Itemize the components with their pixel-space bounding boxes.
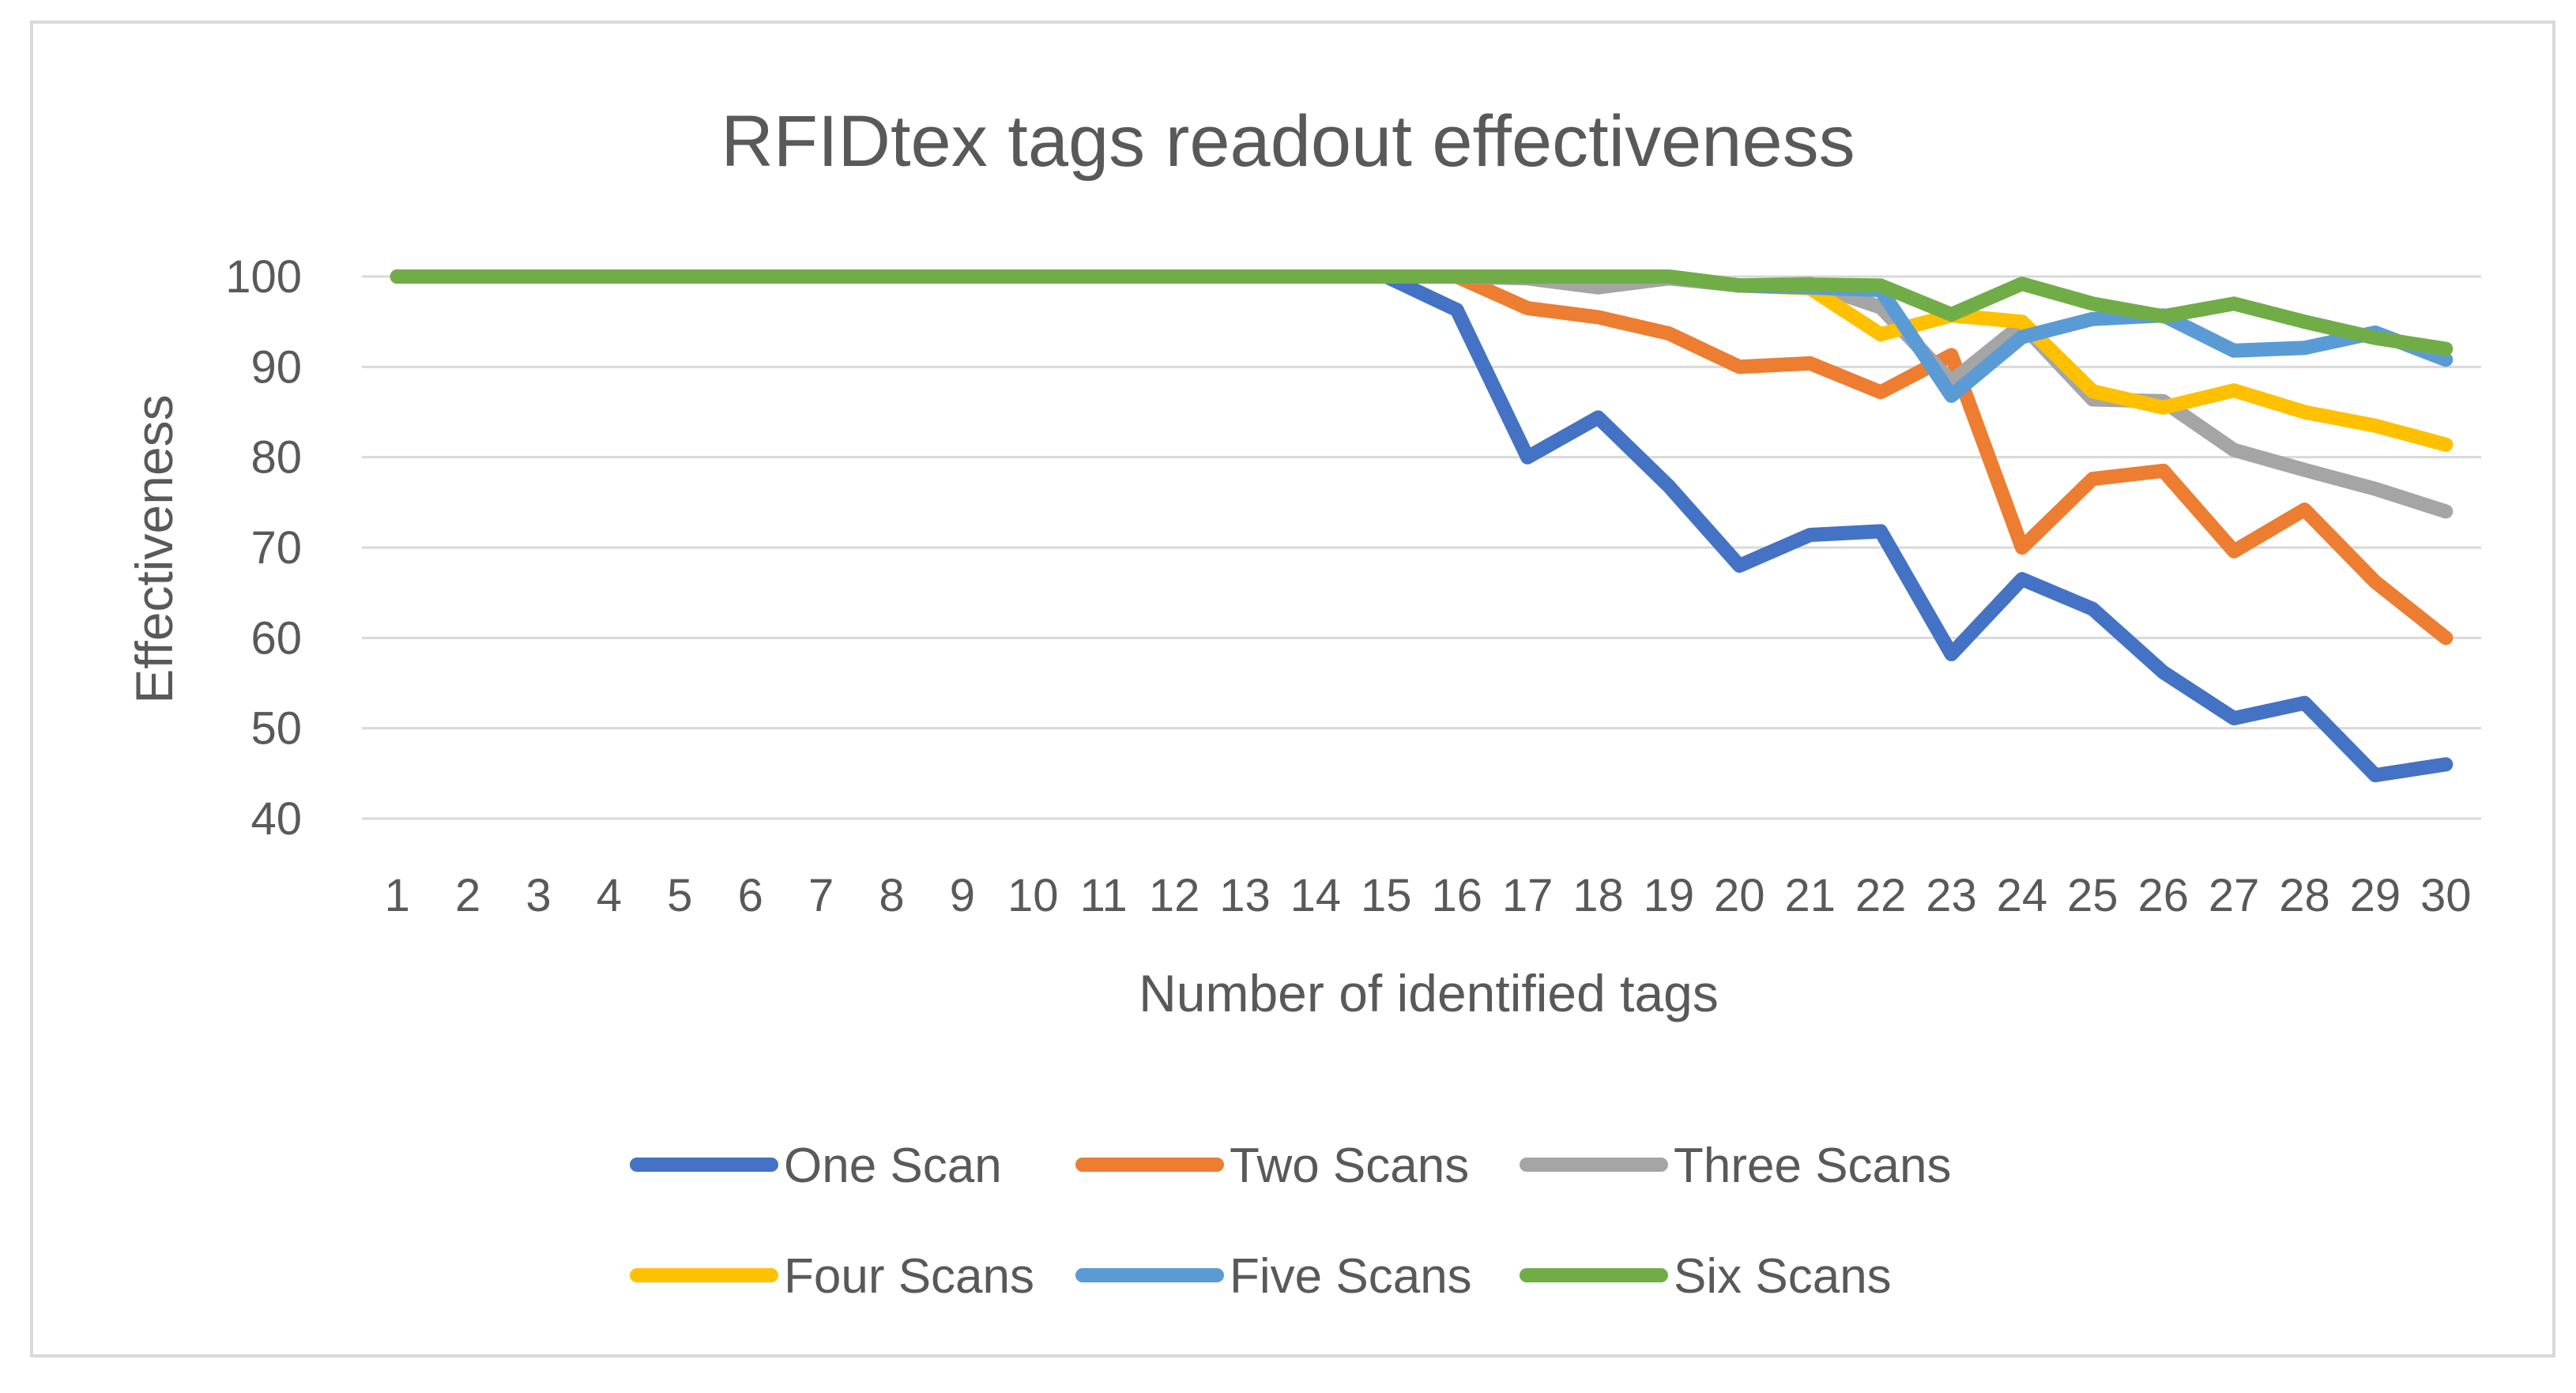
x-tick-label: 15 <box>1361 870 1412 921</box>
legend-label: One Scan <box>784 1139 1002 1193</box>
legend-item-two-scans: Two Scans <box>1075 1139 1469 1193</box>
x-tick-label: 13 <box>1219 870 1271 921</box>
series-line-four-scans <box>390 269 2454 452</box>
x-tick-label: 29 <box>2350 870 2401 921</box>
y-tick-label: 50 <box>250 703 302 755</box>
y-tick-label: 90 <box>250 341 302 393</box>
legend-label: Six Scans <box>1674 1249 1892 1304</box>
y-tick-label: 80 <box>250 432 302 484</box>
legend-item-one-scan: One Scan <box>630 1139 1002 1193</box>
legend-label: Three Scans <box>1674 1139 1952 1193</box>
y-tick-label: 100 <box>225 251 302 303</box>
x-tick-label: 19 <box>1644 870 1695 921</box>
x-tick-label: 4 <box>597 870 622 921</box>
x-tick-label: 7 <box>808 870 834 921</box>
x-tick-label: 18 <box>1572 870 1624 921</box>
legend-item-five-scans: Five Scans <box>1075 1249 1472 1304</box>
legend-label: Two Scans <box>1230 1139 1469 1193</box>
y-axis-ticks: 40 50 60 70 80 90 100 <box>225 251 302 845</box>
chart-title: RFIDtex tags readout effectiveness <box>721 101 1855 182</box>
x-tick-label: 16 <box>1431 870 1482 921</box>
legend-label: Four Scans <box>784 1249 1034 1304</box>
x-tick-label: 9 <box>950 870 975 921</box>
x-tick-label: 28 <box>2279 870 2330 921</box>
x-tick-label: 24 <box>1997 870 2048 921</box>
x-tick-label: 25 <box>2067 870 2118 921</box>
x-tick-label: 22 <box>1855 870 1907 921</box>
x-tick-label: 21 <box>1784 870 1836 921</box>
x-tick-label: 6 <box>738 870 763 921</box>
x-tick-label: 30 <box>2420 870 2472 921</box>
series-line-six-scans <box>390 269 2454 356</box>
legend-item-six-scans: Six Scans <box>1520 1249 1892 1304</box>
legend-label: Five Scans <box>1230 1249 1472 1304</box>
x-tick-label: 14 <box>1290 870 1342 921</box>
gridlines <box>362 275 2481 820</box>
legend-item-four-scans: Four Scans <box>630 1249 1034 1304</box>
x-tick-label: 8 <box>879 870 904 921</box>
x-axis-ticks: 1 2 3 4 5 6 7 8 9 10 11 12 13 14 15 16 17 18 19 20 21 22 23 24 2… <box>385 870 2472 921</box>
legend-item-three-scans: Three Scans <box>1520 1139 1952 1193</box>
x-tick-label: 2 <box>455 870 480 921</box>
x-axis-title: Number of identified tags <box>1139 964 1719 1022</box>
y-axis-title: Effectiveness <box>125 394 183 703</box>
y-tick-label: 70 <box>250 522 302 574</box>
x-tick-label: 10 <box>1007 870 1059 921</box>
x-tick-label: 11 <box>1080 870 1128 921</box>
y-tick-label: 60 <box>250 612 302 664</box>
x-tick-label: 12 <box>1149 870 1200 921</box>
x-tick-label: 3 <box>525 870 551 921</box>
x-tick-label: 1 <box>385 870 410 921</box>
x-tick-label: 26 <box>2137 870 2189 921</box>
x-tick-label: 27 <box>2209 870 2260 921</box>
x-tick-label: 17 <box>1502 870 1554 921</box>
legend: One Scan Two Scans Three Scans Four Scans Fi… <box>630 1139 1952 1304</box>
series-line-one-scan <box>390 269 2454 783</box>
x-tick-label: 23 <box>1926 870 1977 921</box>
x-tick-label: 5 <box>667 870 692 921</box>
y-tick-label: 40 <box>250 793 302 845</box>
x-tick-label: 20 <box>1714 870 1765 921</box>
series-lines <box>390 269 2454 783</box>
chart-frame <box>30 21 2555 1357</box>
